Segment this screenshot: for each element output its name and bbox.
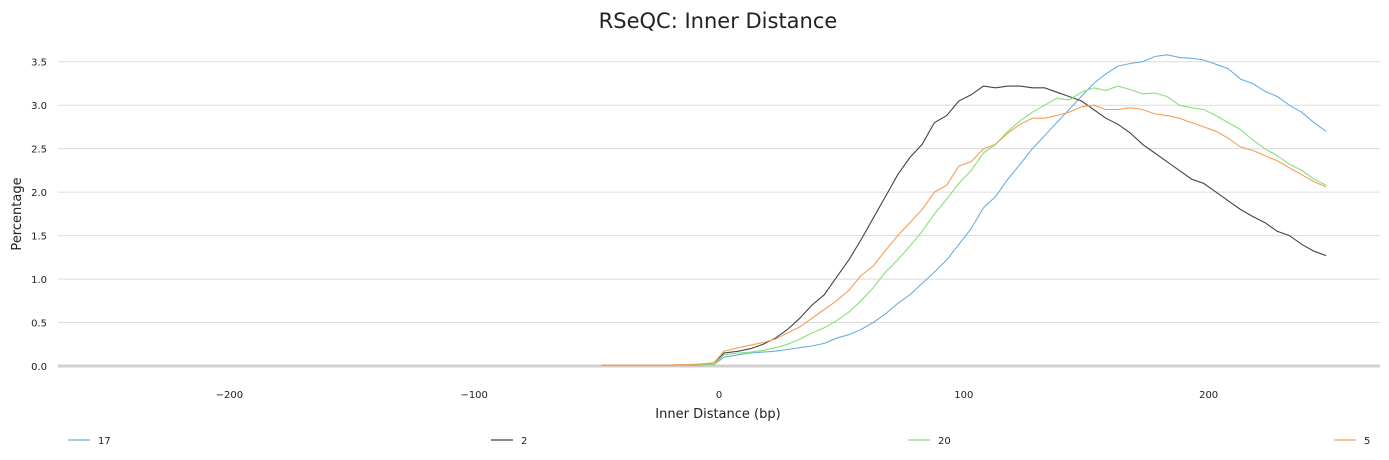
x-tick-label: −200	[216, 390, 243, 401]
legend-item-17[interactable]: 17	[68, 436, 111, 447]
series-line-5	[601, 104, 1327, 366]
legend-label: 5	[1364, 436, 1370, 447]
x-axis-ticks: −200 −100 0 100 200	[216, 390, 1219, 401]
y-tick-label: 1.0	[31, 275, 47, 286]
y-axis-ticks: 0.0 0.5 1.0 1.5 2.0 2.5 3.0 3.5	[31, 58, 47, 373]
series-line-2	[601, 85, 1327, 366]
legend-item-20[interactable]: 20	[908, 436, 951, 447]
x-tick-label: 100	[954, 390, 973, 401]
legend-label: 17	[98, 436, 111, 447]
y-tick-label: 2.0	[31, 188, 47, 199]
x-axis-label: Inner Distance (bp)	[655, 407, 780, 422]
legend-item-2[interactable]: 2	[491, 436, 527, 447]
y-tick-label: 3.5	[31, 58, 47, 69]
y-axis-label: Percentage	[10, 177, 25, 250]
x-tick-label: 200	[1199, 390, 1218, 401]
x-tick-label: −100	[460, 390, 487, 401]
x-tick-label: 0	[716, 390, 722, 401]
series-line-20	[601, 85, 1327, 366]
y-tick-label: 0.0	[31, 362, 47, 373]
legend-label: 2	[521, 436, 527, 447]
series-line-17	[601, 54, 1327, 366]
legend-label: 20	[938, 436, 951, 447]
y-tick-label: 0.5	[31, 319, 47, 330]
legend-item-5[interactable]: 5	[1334, 436, 1370, 447]
y-tick-label: 3.0	[31, 101, 47, 112]
grid-lines	[58, 61, 1380, 368]
legend: 17 2 20 5	[68, 436, 1370, 447]
y-tick-label: 1.5	[31, 232, 47, 243]
y-tick-label: 2.5	[31, 145, 47, 156]
series-lines	[601, 54, 1327, 366]
chart-title: RSeQC: Inner Distance	[599, 9, 838, 33]
